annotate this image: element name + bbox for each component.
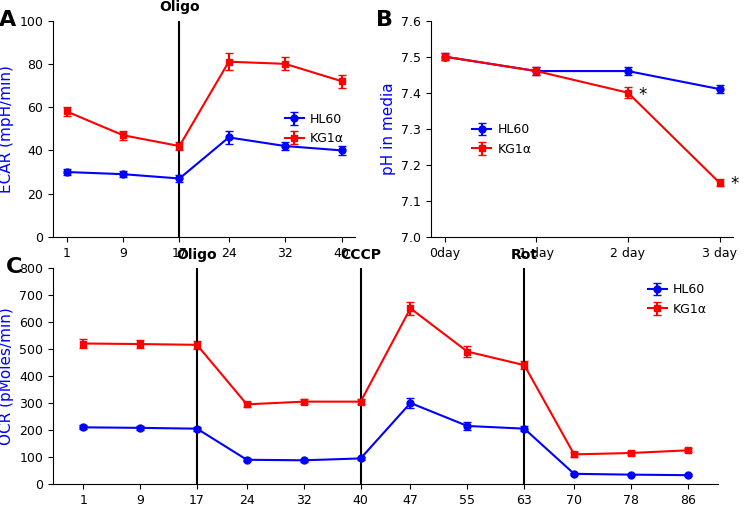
Text: *: * bbox=[730, 175, 739, 193]
Legend: HL60, KG1α: HL60, KG1α bbox=[643, 279, 712, 321]
Text: C: C bbox=[6, 257, 23, 277]
Text: Rot: Rot bbox=[511, 248, 538, 263]
Y-axis label: OCR (pMoles/min): OCR (pMoles/min) bbox=[0, 307, 14, 445]
Y-axis label: pH in media: pH in media bbox=[380, 82, 395, 175]
Text: CCCP: CCCP bbox=[340, 248, 381, 263]
Text: B: B bbox=[376, 10, 393, 30]
Text: *: * bbox=[639, 86, 647, 104]
Y-axis label: ECAR (mpH/min): ECAR (mpH/min) bbox=[0, 65, 14, 193]
Text: Oligo: Oligo bbox=[159, 0, 200, 14]
Text: A: A bbox=[0, 10, 16, 30]
Legend: HL60, KG1α: HL60, KG1α bbox=[467, 118, 537, 161]
Text: Oligo: Oligo bbox=[177, 248, 217, 263]
Legend: HL60, KG1α: HL60, KG1α bbox=[280, 108, 349, 150]
